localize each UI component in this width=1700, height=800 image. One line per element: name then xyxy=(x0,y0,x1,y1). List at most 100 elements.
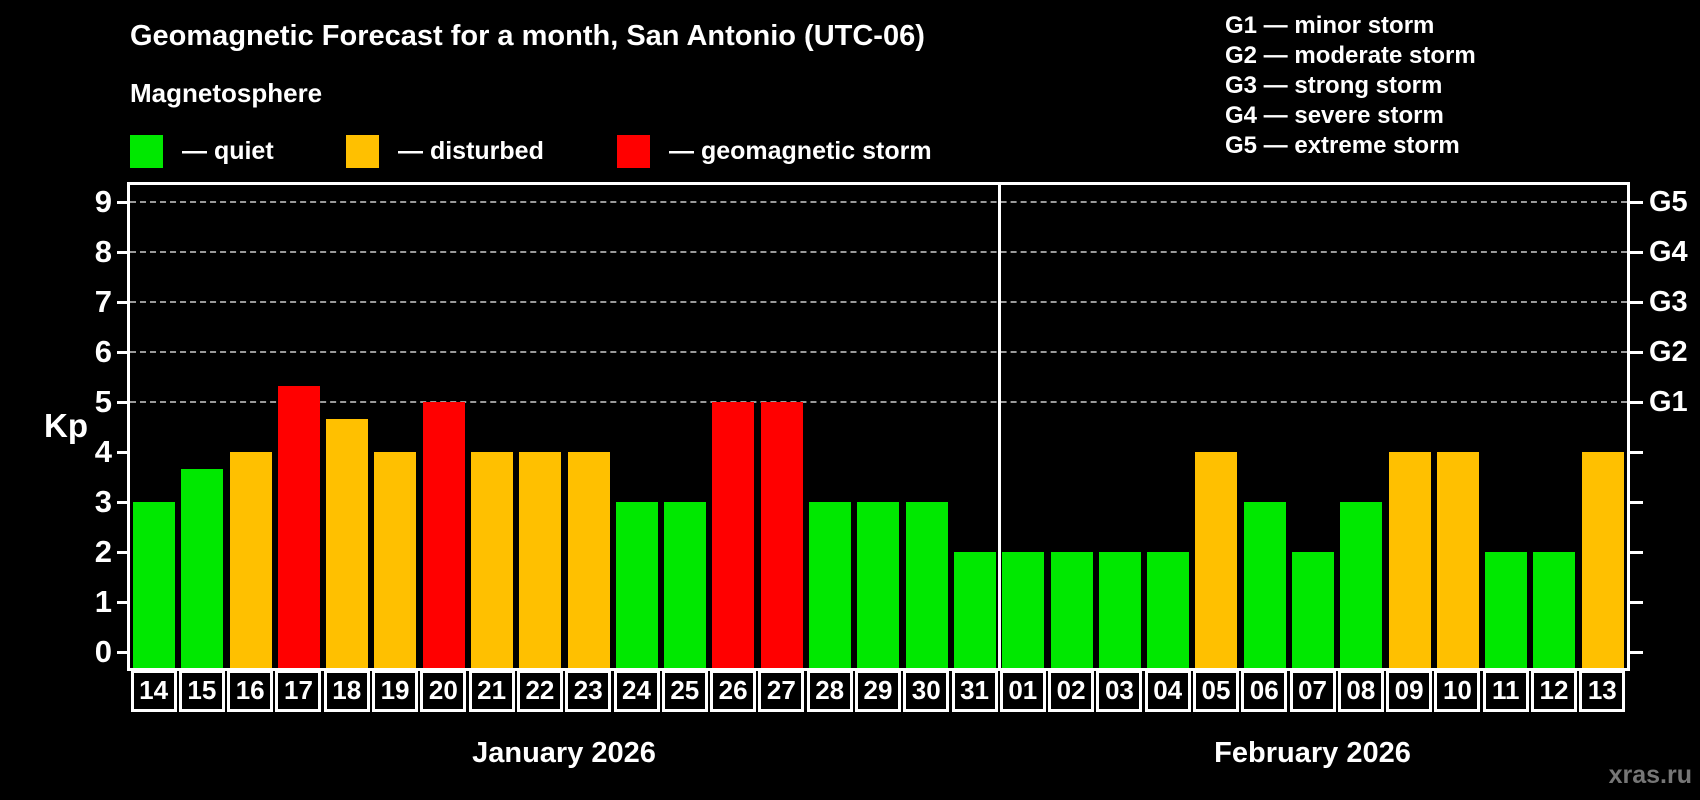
day-label-jan-18: 18 xyxy=(323,670,370,712)
legend-label: — disturbed xyxy=(398,137,544,165)
day-label-feb-04: 04 xyxy=(1144,670,1191,712)
day-label-feb-07: 07 xyxy=(1289,670,1336,712)
kp-bar-jan-17 xyxy=(277,385,320,668)
kp-bar-jan-23 xyxy=(567,452,610,668)
disturbed-color-swatch xyxy=(346,135,379,168)
g-scale-legend-line: G2 — moderate storm xyxy=(1225,42,1476,69)
day-label-jan-24: 24 xyxy=(613,670,660,712)
kp-bar-feb-11 xyxy=(1485,552,1528,668)
y-axis-label: 9 xyxy=(94,184,112,219)
y-axis-tick-left xyxy=(117,651,130,654)
day-label-jan-20: 20 xyxy=(420,670,467,712)
x-axis-day-labels: 14 15 16 17 18 19 20 21 22 23 24 25 26 27 28 29 30 31 01 02… xyxy=(130,670,1627,714)
g-scale-legend-line: G3 — strong storm xyxy=(1225,72,1443,99)
kp-bar-feb-10 xyxy=(1436,452,1479,668)
gridline-kp7 xyxy=(130,301,1627,303)
y-axis-tick-right xyxy=(1630,401,1643,404)
y-axis-tick-right xyxy=(1630,651,1643,654)
y-axis-label: 7 xyxy=(94,284,112,319)
kp-bar-feb-01 xyxy=(1002,552,1045,668)
kp-bar-feb-02 xyxy=(1050,552,1093,668)
gridline-kp8 xyxy=(130,251,1627,253)
kp-bar-feb-13 xyxy=(1581,452,1624,668)
kp-bar-jan-30 xyxy=(905,502,948,668)
day-label-jan-25: 25 xyxy=(661,670,708,712)
day-label-jan-17: 17 xyxy=(275,670,322,712)
day-label-feb-01: 01 xyxy=(999,670,1046,712)
y-axis-title: Kp xyxy=(44,407,88,444)
day-label-feb-06: 06 xyxy=(1241,670,1288,712)
kp-bar-jan-21 xyxy=(471,452,514,668)
y-axis-label: 5 xyxy=(94,384,112,419)
day-label-jan-29: 29 xyxy=(854,670,901,712)
day-label-feb-13: 13 xyxy=(1579,670,1626,712)
y-axis-tick-right xyxy=(1630,451,1643,454)
day-label-feb-11: 11 xyxy=(1482,670,1529,712)
kp-bar-jan-19 xyxy=(374,452,417,668)
y-axis-label: 8 xyxy=(94,234,112,269)
quiet-color-swatch xyxy=(130,135,163,168)
kp-bar-feb-12 xyxy=(1533,552,1576,668)
y-axis-tick-left xyxy=(117,601,130,604)
day-label-jan-14: 14 xyxy=(130,670,177,712)
kp-bar-jan-31 xyxy=(953,552,996,668)
g-scale-legend-line: G4 — severe storm xyxy=(1225,102,1444,129)
kp-bar-jan-20 xyxy=(422,402,465,668)
legend-label: — geomagnetic storm xyxy=(669,137,932,165)
kp-bar-jan-29 xyxy=(857,502,900,668)
y-axis-label: 1 xyxy=(94,584,112,619)
y-axis-tick-right xyxy=(1630,301,1643,304)
g-scale-axis-label-G2: G2 xyxy=(1649,336,1688,368)
day-label-jan-27: 27 xyxy=(758,670,805,712)
day-label-jan-26: 26 xyxy=(710,670,757,712)
kp-bar-jan-16 xyxy=(229,452,272,668)
day-label-feb-12: 12 xyxy=(1531,670,1578,712)
kp-bar-jan-25 xyxy=(664,502,707,668)
kp-bar-feb-08 xyxy=(1340,502,1383,668)
kp-bar-jan-24 xyxy=(615,502,658,668)
y-axis-tick-left xyxy=(117,501,130,504)
gridline-kp9 xyxy=(130,201,1627,203)
y-axis-tick-right xyxy=(1630,501,1643,504)
kp-bar-feb-04 xyxy=(1147,552,1190,668)
y-axis-tick-left xyxy=(117,251,130,254)
y-axis-tick-left xyxy=(117,301,130,304)
chart-plot-area xyxy=(127,182,1630,671)
day-label-jan-30: 30 xyxy=(903,670,950,712)
legend-label: — quiet xyxy=(182,137,274,165)
watermark: xras.ru xyxy=(1608,761,1692,789)
y-axis-label: 3 xyxy=(94,484,112,519)
y-axis-label: 4 xyxy=(94,434,112,469)
day-label-feb-05: 05 xyxy=(1192,670,1239,712)
kp-bar-jan-14 xyxy=(133,502,175,668)
day-label-jan-15: 15 xyxy=(178,670,225,712)
day-label-jan-19: 19 xyxy=(372,670,419,712)
month-label-february: February 2026 xyxy=(1214,737,1411,769)
gridline-kp5 xyxy=(130,401,1627,403)
day-label-feb-02: 02 xyxy=(1048,670,1095,712)
day-label-jan-28: 28 xyxy=(806,670,853,712)
kp-bar-jan-28 xyxy=(809,502,852,668)
g-scale-axis-label-G1: G1 xyxy=(1649,386,1688,418)
month-divider-line xyxy=(997,185,1001,668)
kp-bar-jan-27 xyxy=(760,402,803,668)
month-label-january: January 2026 xyxy=(472,737,656,769)
y-axis-label: 2 xyxy=(94,534,112,569)
y-axis-label: 0 xyxy=(94,634,112,669)
day-label-feb-10: 10 xyxy=(1434,670,1481,712)
day-label-feb-08: 08 xyxy=(1337,670,1384,712)
y-axis-tick-right xyxy=(1630,251,1643,254)
y-axis-tick-left xyxy=(117,351,130,354)
y-axis-tick-right xyxy=(1630,351,1643,354)
kp-bar-jan-26 xyxy=(712,402,755,668)
kp-bar-feb-03 xyxy=(1098,552,1141,668)
g-scale-axis-label-G5: G5 xyxy=(1649,186,1688,218)
g-scale-legend: G1 — minor storm G2 — moderate storm G3 … xyxy=(1225,11,1476,161)
kp-bar-jan-15 xyxy=(181,468,224,668)
day-label-jan-21: 21 xyxy=(468,670,515,712)
storm-color-swatch xyxy=(617,135,650,168)
g-scale-legend-line: G1 — minor storm xyxy=(1225,12,1435,39)
y-axis-tick-left xyxy=(117,401,130,404)
kp-bar-jan-18 xyxy=(326,418,369,668)
y-axis-tick-right xyxy=(1630,551,1643,554)
